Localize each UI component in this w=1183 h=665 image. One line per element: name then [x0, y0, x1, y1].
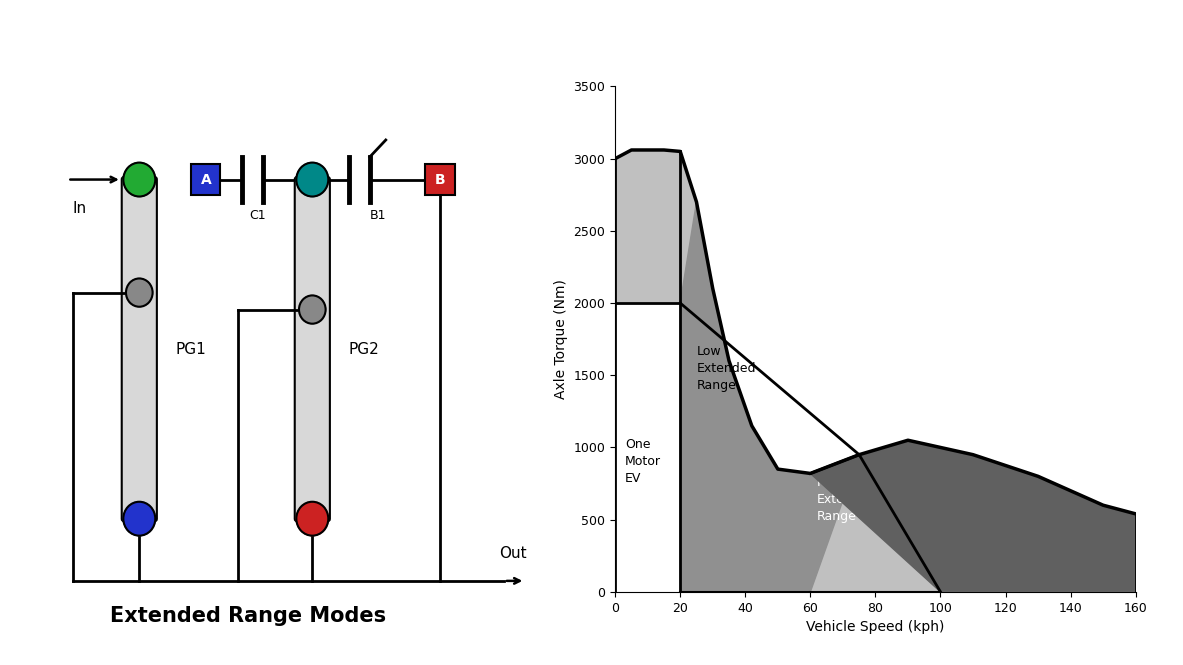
Circle shape — [123, 501, 155, 536]
Y-axis label: Axle Torque (Nm): Axle Torque (Nm) — [554, 279, 568, 399]
Text: B: B — [435, 172, 445, 187]
Circle shape — [296, 501, 329, 536]
Circle shape — [125, 279, 153, 307]
Circle shape — [296, 162, 329, 196]
FancyBboxPatch shape — [192, 164, 220, 195]
Text: A: A — [200, 172, 212, 187]
Polygon shape — [810, 440, 1136, 592]
Text: High
Extended
Range: High Extended Range — [1006, 489, 1065, 536]
Text: B1: B1 — [369, 209, 386, 222]
FancyBboxPatch shape — [426, 164, 454, 195]
FancyBboxPatch shape — [295, 177, 330, 521]
Polygon shape — [615, 303, 680, 592]
Text: In: In — [73, 201, 86, 217]
Polygon shape — [680, 202, 859, 592]
Text: PG2: PG2 — [349, 342, 380, 356]
Text: PG1: PG1 — [175, 342, 206, 356]
Text: One
Motor
EV: One Motor EV — [625, 438, 661, 485]
Text: Low
Extended
Range: Low Extended Range — [697, 344, 756, 392]
Text: C1: C1 — [250, 209, 266, 222]
Text: Extended Range Modes: Extended Range Modes — [110, 606, 387, 626]
Polygon shape — [615, 150, 1136, 592]
Circle shape — [299, 295, 325, 324]
Text: Fixed
Ratio
Extended
Range: Fixed Ratio Extended Range — [816, 459, 877, 523]
X-axis label: Vehicle Speed (kph): Vehicle Speed (kph) — [807, 620, 944, 634]
Circle shape — [123, 162, 155, 196]
Text: Out: Out — [499, 546, 526, 561]
FancyBboxPatch shape — [122, 177, 157, 521]
